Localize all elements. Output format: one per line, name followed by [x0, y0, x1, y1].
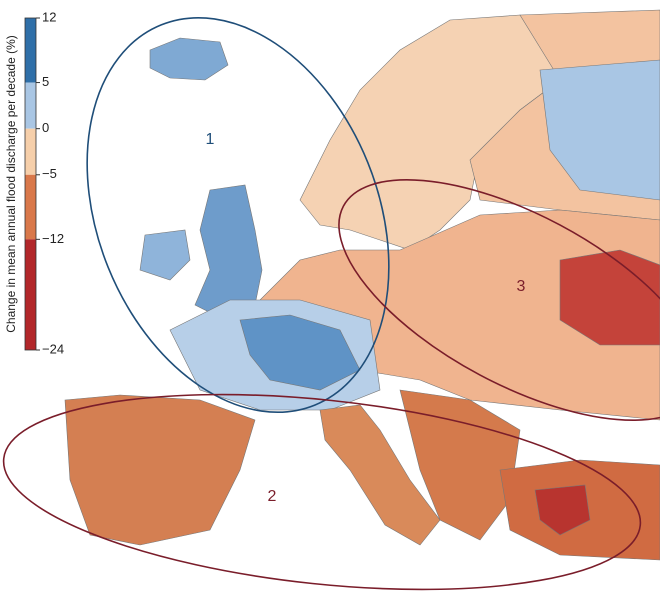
france-blue	[239, 314, 361, 391]
colorbar-segment	[25, 18, 36, 83]
balkans	[399, 389, 521, 541]
turkey-red	[534, 484, 591, 536]
colorbar-tick-label: 12	[42, 9, 56, 24]
region-label: 3	[517, 278, 526, 295]
region-1-outline	[86, 17, 390, 413]
colorbar-segment	[25, 239, 36, 350]
colorbar-frame	[24, 17, 37, 351]
colorbar-segment	[25, 128, 36, 175]
colorbar-tick-label: −5	[42, 166, 57, 181]
iberia	[64, 394, 256, 546]
colorbar-tick-label: −24	[42, 341, 64, 356]
region-2-outline	[2, 393, 642, 591]
colorbar-segment	[25, 174, 36, 240]
ireland	[139, 229, 191, 281]
legend-title: Change in mean annual flood discharge pe…	[4, 35, 18, 333]
region-label: 2	[268, 488, 277, 505]
italy	[319, 404, 441, 546]
region-label: 1	[206, 131, 215, 148]
iceland	[149, 37, 229, 81]
colorbar-tick-label: 0	[42, 120, 49, 135]
russia-blue	[539, 59, 660, 201]
land	[64, 9, 660, 561]
colorbar-tick-label: 5	[42, 74, 49, 89]
region-3-outline	[338, 178, 660, 422]
britain	[194, 184, 263, 316]
colorbar: 12 5 0 −5 −12 −24	[24, 9, 64, 356]
colorbar-segment	[25, 82, 36, 129]
colorbar-tick-label: −12	[42, 231, 64, 246]
east-red	[559, 249, 660, 346]
